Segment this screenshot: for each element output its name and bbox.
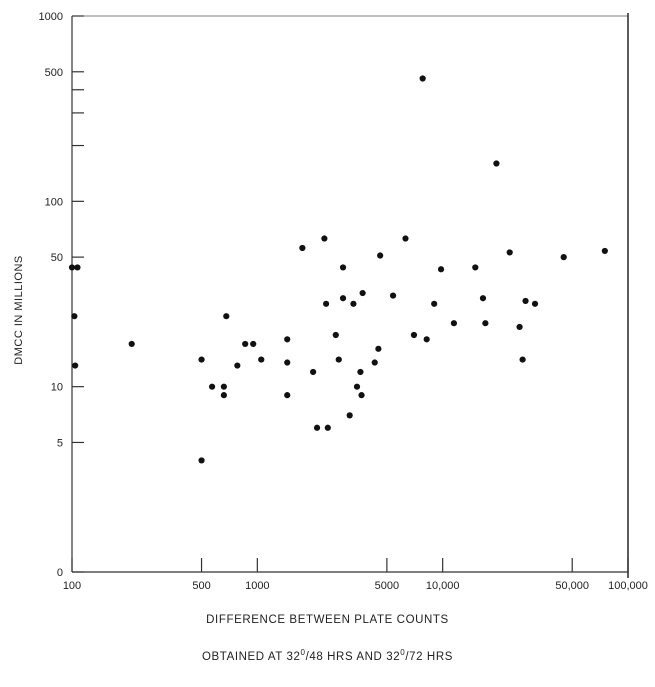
x-tick-label: 5000 bbox=[375, 580, 399, 592]
data-point bbox=[68, 264, 76, 271]
degree-mark: 0 bbox=[400, 648, 406, 657]
data-point bbox=[450, 320, 458, 327]
data-point bbox=[493, 160, 500, 167]
data-point bbox=[324, 424, 331, 431]
data-point bbox=[242, 340, 249, 348]
data-point bbox=[321, 235, 328, 242]
data-point bbox=[234, 362, 241, 369]
x-tick-label: 500 bbox=[192, 580, 210, 592]
data-point bbox=[74, 264, 81, 271]
data-point bbox=[350, 300, 357, 307]
data-point bbox=[335, 356, 342, 363]
data-point bbox=[519, 356, 526, 363]
x-tick-label: 100 bbox=[63, 580, 81, 592]
data-point bbox=[299, 244, 306, 252]
data-point bbox=[506, 249, 513, 256]
data-point bbox=[357, 368, 364, 376]
data-point bbox=[332, 331, 339, 339]
data-point bbox=[220, 392, 227, 399]
data-point bbox=[198, 457, 205, 464]
data-point bbox=[258, 356, 265, 363]
data-point bbox=[377, 252, 384, 259]
ticks: 100 500 1000 5000 10,000 50,000 100,000 0 5 10 50 1… bbox=[39, 11, 648, 592]
data-point bbox=[250, 340, 257, 348]
data-point bbox=[472, 264, 479, 271]
y-tick-label: 100 bbox=[45, 196, 63, 208]
x-axis-label-part: OBTAINED AT 32 bbox=[201, 650, 301, 663]
data-point bbox=[371, 359, 378, 366]
x-tick-label: 50,000 bbox=[555, 580, 589, 592]
y-tick-label: 500 bbox=[45, 67, 63, 79]
y-tick-label: 1000 bbox=[39, 11, 63, 23]
scatter-chart: 100 500 1000 5000 10,000 50,000 100,000 0 5 10 50 1… bbox=[13, 11, 648, 592]
data-point bbox=[375, 345, 382, 352]
data-point bbox=[323, 300, 330, 307]
data-point bbox=[353, 383, 361, 390]
y-tick-label: 5 bbox=[57, 437, 63, 449]
data-point bbox=[389, 292, 397, 299]
x-axis-label-line2: OBTAINED AT 320/48 HRS AND 320/72 HRS bbox=[0, 648, 655, 663]
data-point bbox=[284, 359, 291, 366]
data-point bbox=[358, 392, 365, 399]
data-point bbox=[339, 295, 347, 302]
x-axis-label-part: /72 HRS bbox=[405, 650, 453, 663]
data-point bbox=[72, 362, 79, 369]
data-point bbox=[208, 383, 216, 390]
data-point bbox=[313, 424, 321, 431]
y-tick-label: 0 bbox=[57, 567, 63, 579]
degree-mark: 0 bbox=[300, 648, 306, 657]
data-point bbox=[71, 313, 78, 320]
data-point bbox=[522, 297, 529, 305]
data-point bbox=[601, 247, 608, 255]
x-tick-label: 10,000 bbox=[426, 580, 460, 592]
x-tick-label: 100,000 bbox=[608, 580, 648, 592]
data-point bbox=[516, 323, 523, 331]
x-tick-label: 1000 bbox=[245, 580, 269, 592]
data-point bbox=[482, 320, 489, 327]
y-tick-label: 50 bbox=[51, 252, 63, 264]
axes bbox=[71, 13, 629, 578]
y-axis-label: DMCC IN MILLIONS bbox=[13, 255, 25, 364]
data-point bbox=[220, 383, 227, 390]
data-point bbox=[402, 235, 409, 242]
data-point bbox=[346, 412, 353, 419]
data-point bbox=[410, 331, 418, 339]
data-point bbox=[479, 295, 487, 302]
data-point bbox=[284, 392, 291, 399]
data-point bbox=[223, 313, 230, 320]
data-points bbox=[68, 75, 608, 464]
x-axis-label-line1: DIFFERENCE BETWEEN PLATE COUNTS bbox=[206, 614, 449, 626]
y-tick-label: 10 bbox=[51, 382, 63, 394]
data-point bbox=[419, 75, 426, 82]
data-point bbox=[423, 336, 430, 343]
data-point bbox=[560, 254, 567, 261]
data-point bbox=[339, 264, 347, 271]
x-axis-label-part: /48 HRS AND 32 bbox=[305, 650, 401, 663]
data-point bbox=[437, 266, 445, 273]
data-point bbox=[198, 356, 205, 363]
data-point bbox=[531, 300, 539, 307]
data-point bbox=[359, 289, 366, 297]
data-point bbox=[431, 300, 438, 307]
data-point bbox=[284, 336, 291, 343]
data-point bbox=[128, 340, 135, 348]
data-point bbox=[310, 368, 317, 376]
